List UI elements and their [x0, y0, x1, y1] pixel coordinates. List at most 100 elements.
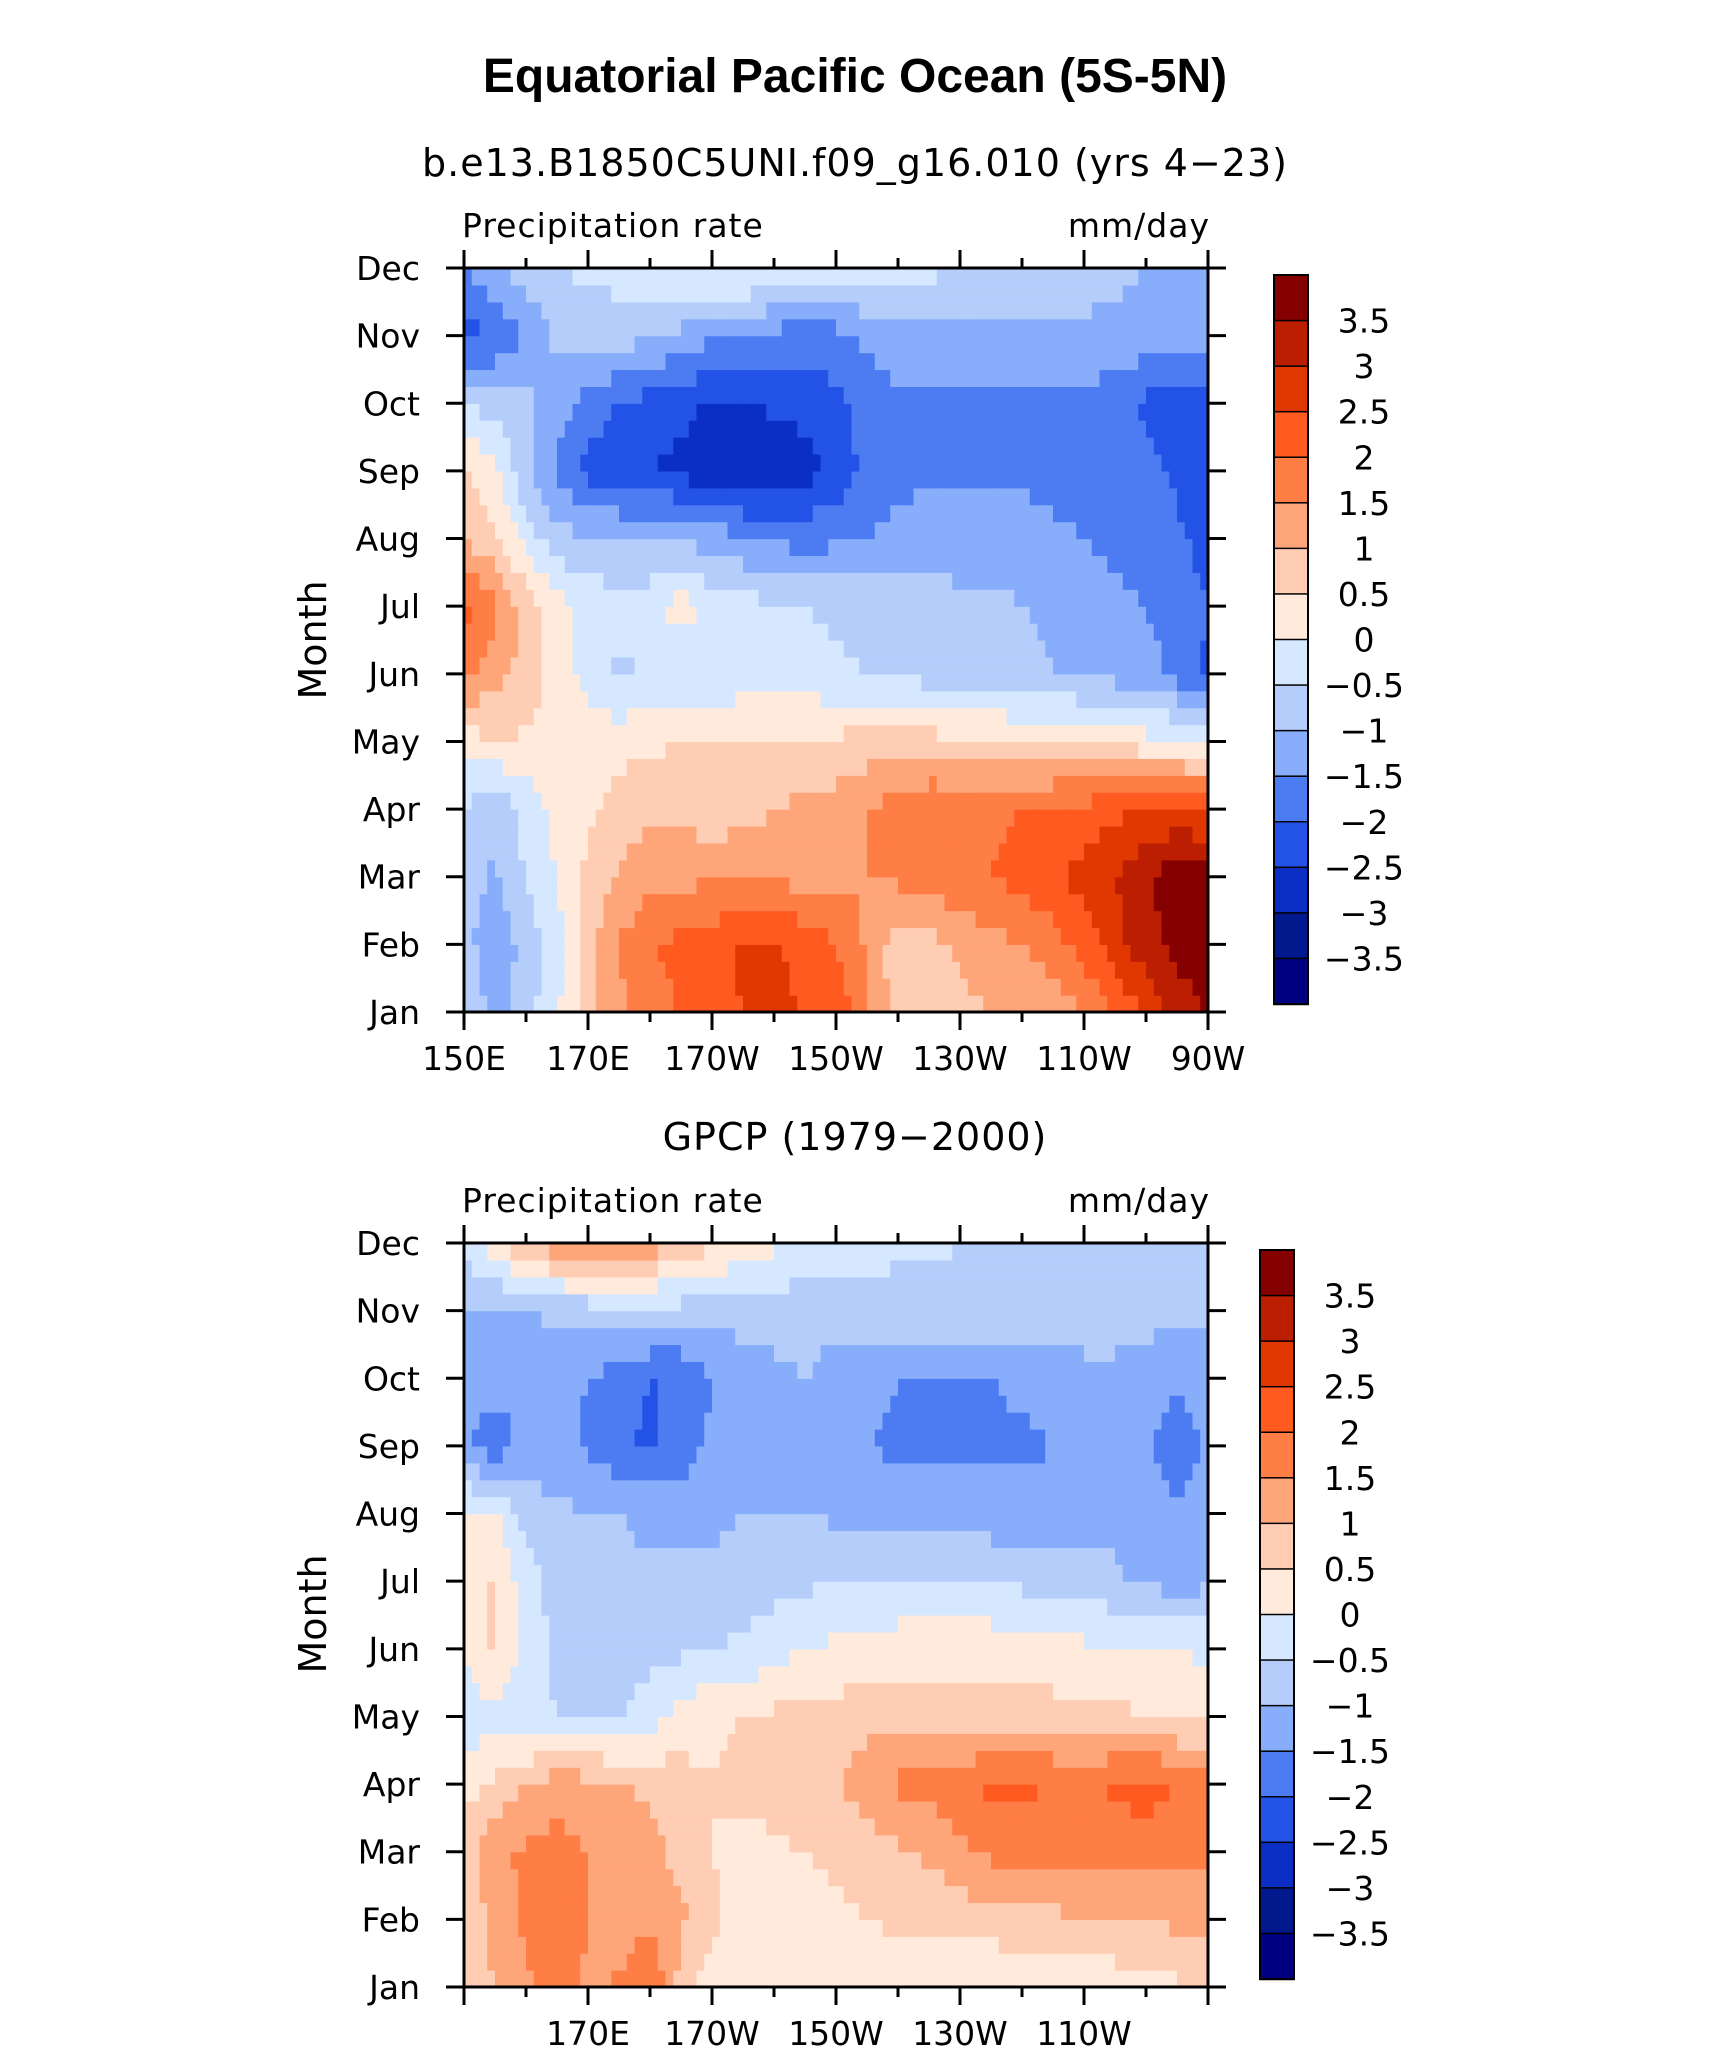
heatmap-cell: [471, 335, 481, 354]
heatmap-cell: [921, 673, 930, 692]
heatmap-cell: [1029, 521, 1039, 540]
heatmap-cell: [960, 944, 969, 962]
heatmap-cell: [479, 335, 488, 354]
heatmap-cell: [743, 927, 752, 945]
heatmap-cell: [704, 606, 713, 624]
heatmap-cell: [975, 1936, 984, 1954]
heatmap-cell: [921, 741, 930, 759]
heatmap-cell: [936, 403, 946, 421]
heatmap-cell: [1200, 927, 1209, 945]
heatmap-cell: [836, 656, 845, 675]
heatmap-cell: [533, 420, 543, 438]
heatmap-cell: [1053, 589, 1062, 607]
heatmap-cell: [898, 876, 907, 895]
heatmap-cell: [1076, 487, 1085, 506]
heatmap-cell: [595, 978, 605, 996]
heatmap-cell: [991, 656, 1000, 675]
heatmap-cell: [588, 910, 597, 929]
heatmap-cell: [1029, 673, 1039, 692]
heatmap-cell: [657, 420, 667, 438]
heatmap-cell: [526, 487, 535, 506]
heatmap-cell: [603, 1885, 612, 1904]
heatmap-cell: [960, 995, 969, 1013]
heatmap-cell: [471, 352, 481, 371]
heatmap-cell: [704, 690, 713, 709]
heatmap-cell: [921, 572, 930, 590]
heatmap-cell: [619, 538, 628, 557]
heatmap-cell: [704, 859, 713, 878]
heatmap-cell: [727, 521, 736, 540]
heatmap-cell: [727, 555, 736, 573]
heatmap-cell: [510, 1868, 519, 1887]
heatmap-cell: [1115, 724, 1124, 743]
heatmap-cell: [983, 961, 992, 979]
heatmap-cell: [774, 961, 783, 979]
heatmap-cell: [944, 352, 953, 371]
heatmap-cell: [595, 335, 605, 354]
heatmap-cell: [510, 910, 519, 929]
heatmap-cell: [944, 1885, 953, 1904]
heatmap-cell: [890, 995, 899, 1013]
heatmap-cell: [735, 623, 744, 641]
heatmap-cell: [1192, 842, 1201, 861]
heatmap-cell: [836, 690, 845, 709]
heatmap-cell: [611, 403, 620, 421]
heatmap-cell: [549, 893, 558, 912]
heatmap-cell: [549, 403, 558, 421]
heatmap-cell: [572, 1868, 581, 1887]
heatmap-cell: [1184, 555, 1194, 573]
heatmap-cell: [944, 403, 953, 421]
heatmap-cell: [549, 842, 558, 861]
heatmap-cell: [1192, 910, 1201, 929]
heatmap-cell: [1076, 623, 1085, 641]
heatmap-cell: [766, 656, 775, 675]
heatmap-cell: [735, 1868, 744, 1887]
heatmap-cell: [998, 623, 1008, 641]
heatmap-cell: [1192, 690, 1201, 709]
heatmap-cell: [471, 369, 481, 387]
heatmap-cell: [1122, 995, 1132, 1013]
heatmap-cell: [843, 352, 853, 371]
heatmap-cell: [967, 910, 977, 929]
heatmap-cell: [1192, 403, 1201, 421]
heatmap-cell: [1091, 487, 1101, 506]
heatmap-cell: [1138, 268, 1147, 286]
heatmap-cell: [1045, 504, 1054, 523]
heatmap-cell: [1099, 284, 1108, 303]
heatmap-cell: [758, 893, 767, 912]
heatmap-cell: [1084, 555, 1093, 573]
heatmap-cell: [874, 910, 884, 929]
heatmap-cell: [936, 673, 946, 692]
heatmap-cell: [898, 1936, 907, 1954]
heatmap-cell: [626, 301, 636, 320]
heatmap-cell: [619, 978, 628, 996]
heatmap-cell: [789, 268, 798, 286]
heatmap-cell: [603, 487, 612, 506]
heatmap-cell: [1115, 369, 1124, 387]
heatmap-cell: [1169, 640, 1178, 658]
heatmap-cell: [657, 775, 667, 793]
heatmap-cell: [510, 876, 519, 895]
heatmap-cell: [1068, 504, 1077, 523]
heatmap-cell: [1091, 454, 1101, 472]
heatmap-cell: [1045, 775, 1054, 793]
heatmap-cell: [495, 521, 504, 540]
heatmap-cell: [704, 386, 713, 404]
heatmap-cell: [812, 589, 822, 607]
heatmap-cell: [1169, 656, 1178, 675]
heatmap-cell: [975, 640, 984, 658]
heatmap-cell: [650, 538, 659, 557]
heatmap-cell: [642, 927, 651, 945]
heatmap-cell: [533, 352, 543, 371]
colorbar-swatch: [1273, 365, 1309, 413]
heatmap-cell: [1153, 623, 1163, 641]
heatmap-cell: [634, 301, 643, 320]
heatmap-cell: [1130, 572, 1139, 590]
heatmap-cell: [820, 792, 829, 810]
heatmap-cell: [998, 504, 1008, 523]
heatmap-cell: [471, 910, 481, 929]
heatmap-cell: [1146, 589, 1155, 607]
heatmap-cell: [541, 284, 550, 303]
heatmap-cell: [471, 284, 481, 303]
heatmap-cell: [936, 521, 946, 540]
